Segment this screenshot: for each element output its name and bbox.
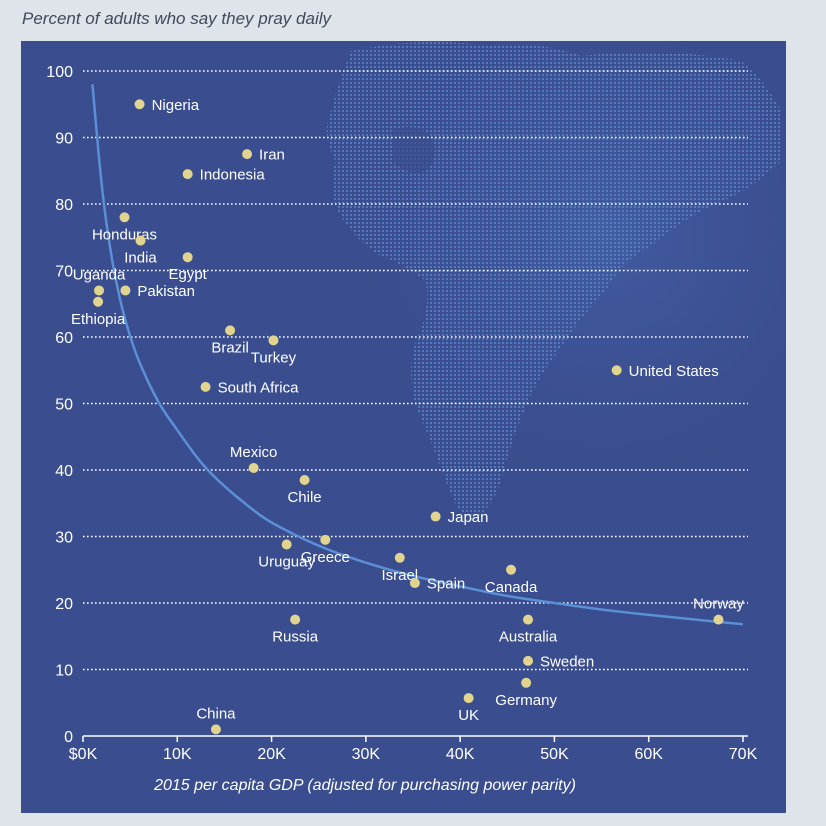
point-russia — [290, 614, 301, 625]
point-iran — [242, 149, 253, 160]
point-label-japan: Japan — [448, 509, 489, 526]
x-tick-label: 10K — [163, 746, 192, 763]
y-tick-label: 60 — [55, 330, 73, 347]
point-uganda — [94, 285, 105, 296]
point-label-canada: Canada — [485, 579, 538, 596]
point-label-israel: Israel — [381, 567, 418, 584]
point-label-spain: Spain — [427, 576, 465, 593]
point-chile — [299, 474, 310, 485]
chart-panel: 0 10 20 30 40 50 60 70 80 90 100 $0K 10K 20K 30K 40K 50… — [21, 26, 826, 813]
point-label-greece: Greece — [301, 549, 350, 566]
point-indonesia — [182, 169, 193, 180]
data-points: Nigeria Iran Indonesia Honduras India Egypt Ug… — [71, 97, 744, 735]
point-label-egypt: Egypt — [168, 266, 207, 283]
point-label-indonesia: Indonesia — [200, 167, 266, 184]
x-axis: $0K 10K 20K 30K 40K 50K 60K 70K — [69, 735, 758, 763]
point-brazil — [225, 325, 236, 336]
x-tick-label: 60K — [634, 746, 663, 763]
point-sweden — [523, 655, 534, 666]
point-honduras — [119, 212, 130, 223]
point-label-norway: Norway — [693, 596, 744, 613]
point-label-brazil: Brazil — [211, 339, 249, 356]
y-tick-label: 50 — [55, 397, 73, 414]
point-label-nigeria: Nigeria — [152, 97, 200, 114]
point-label-pakistan: Pakistan — [137, 283, 195, 300]
point-australia — [523, 614, 534, 625]
point-label-germany: Germany — [495, 692, 557, 709]
point-label-australia: Australia — [499, 629, 558, 646]
point-uk — [463, 693, 474, 704]
x-tick-label: 30K — [352, 746, 381, 763]
y-tick-label: 40 — [55, 463, 73, 480]
point-label-uk: UK — [458, 707, 479, 724]
point-united-states — [611, 365, 622, 376]
point-greece — [320, 534, 331, 545]
trend-curve — [91, 84, 744, 626]
globe-background — [327, 26, 826, 521]
point-label-honduras: Honduras — [92, 226, 157, 243]
grid-lines — [83, 70, 748, 671]
y-axis: 0 10 20 30 40 50 60 70 80 90 100 — [46, 64, 73, 746]
point-israel — [394, 552, 405, 563]
point-china — [210, 724, 221, 735]
point-label-sweden: Sweden — [540, 653, 594, 670]
x-axis-title: 2015 per capita GDP (adjusted for purcha… — [153, 777, 576, 794]
x-tick-label: $0K — [69, 746, 98, 763]
point-label-russia: Russia — [272, 629, 319, 646]
y-tick-label: 100 — [46, 64, 73, 81]
point-ethiopia — [93, 296, 104, 307]
y-tick-label: 30 — [55, 530, 73, 547]
point-label-mexico: Mexico — [230, 444, 278, 461]
y-tick-label: 70 — [55, 264, 73, 281]
point-label-iran: Iran — [259, 147, 285, 164]
scatter-plot: 0 10 20 30 40 50 60 70 80 90 100 $0K 10K 20K 30K 40K 50… — [46, 26, 826, 794]
x-tick-label: 70K — [729, 746, 758, 763]
point-mexico — [248, 463, 259, 474]
point-turkey — [268, 335, 279, 346]
point-label-chile: Chile — [287, 489, 321, 506]
point-label-south-africa: South Africa — [218, 379, 300, 396]
x-tick-label: 20K — [257, 746, 286, 763]
point-nigeria — [134, 99, 145, 110]
point-germany — [521, 677, 532, 688]
point-label-ethiopia: Ethiopia — [71, 311, 126, 328]
y-tick-label: 20 — [55, 596, 73, 613]
point-label-turkey: Turkey — [251, 349, 297, 366]
point-norway — [713, 614, 724, 625]
point-india — [135, 235, 146, 246]
point-canada — [506, 564, 517, 575]
point-south-africa — [200, 381, 211, 392]
y-tick-label: 10 — [55, 663, 73, 680]
point-label-united-states: United States — [629, 363, 719, 380]
point-japan — [430, 511, 441, 522]
x-tick-label: 40K — [446, 746, 475, 763]
x-tick-label: 50K — [540, 746, 569, 763]
point-uruguay — [281, 539, 292, 550]
y-tick-label: 0 — [64, 729, 73, 746]
y-tick-label: 90 — [55, 131, 73, 148]
point-label-uruguay: Uruguay — [258, 553, 315, 570]
point-pakistan — [120, 285, 131, 296]
point-label-uganda: Uganda — [73, 266, 126, 283]
point-label-india: India — [124, 250, 157, 267]
point-spain — [409, 578, 420, 589]
point-label-china: China — [196, 705, 236, 722]
chart-title: Percent of adults who say they pray dail… — [22, 9, 331, 28]
point-egypt — [182, 252, 193, 263]
y-tick-label: 80 — [55, 197, 73, 214]
